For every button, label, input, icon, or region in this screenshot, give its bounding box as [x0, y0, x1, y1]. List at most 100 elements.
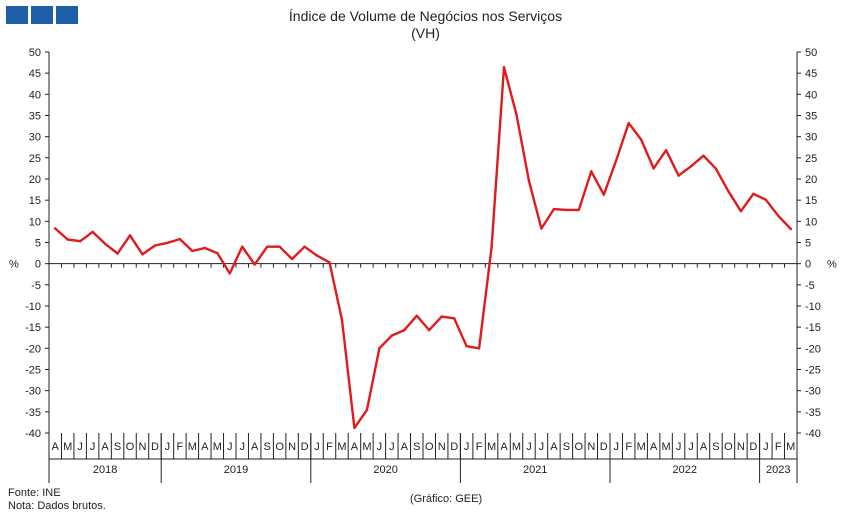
month-label: N	[737, 441, 745, 453]
month-label: A	[52, 441, 60, 453]
data-point	[689, 165, 693, 168]
chart-title: Índice de Volume de Negócios nos Serviço…	[288, 8, 563, 24]
y-tick-label-right: 30	[805, 132, 817, 144]
data-point	[166, 241, 169, 245]
month-label: F	[625, 441, 632, 453]
y-tick-label-left: 10	[29, 216, 41, 228]
data-point	[602, 193, 605, 196]
y-tick-label-right: 45	[805, 68, 817, 80]
y-axis-label-right: %	[827, 259, 837, 271]
y-tick-label-right: -30	[805, 386, 821, 398]
month-label: S	[114, 441, 121, 453]
y-tick-label-right: -40	[805, 428, 821, 440]
data-point	[764, 198, 768, 201]
month-label: O	[275, 441, 284, 453]
data-point	[241, 245, 244, 248]
data-point	[565, 208, 568, 212]
month-label: J	[377, 441, 383, 453]
year-label: 2019	[224, 464, 248, 476]
source-note: Fonte: INE	[8, 487, 61, 499]
y-tick-label-left: -30	[25, 386, 41, 398]
data-point	[91, 230, 94, 234]
y-tick-label-left: -15	[25, 322, 41, 334]
month-label: A	[650, 441, 658, 453]
month-label: F	[177, 441, 184, 453]
y-tick-label-left: 0	[35, 259, 41, 271]
y-tick-label-right: 35	[805, 111, 817, 123]
month-label: N	[587, 441, 595, 453]
data-point	[639, 138, 643, 141]
data-point	[664, 149, 668, 152]
data-point	[403, 328, 406, 332]
month-label: M	[63, 441, 72, 453]
month-label: S	[712, 441, 719, 453]
y-axis-label-left: %	[9, 259, 19, 271]
month-label: D	[301, 441, 309, 453]
y-tick-label-right: 10	[805, 216, 817, 228]
data-point	[128, 234, 132, 237]
month-label: O	[425, 441, 434, 453]
y-tick-label-left: 5	[35, 238, 41, 250]
data-point	[652, 167, 655, 170]
data-point	[527, 179, 531, 183]
y-tick-label-right: -5	[805, 280, 815, 292]
month-label: J	[526, 441, 532, 453]
y-tick-label-left: 50	[29, 47, 41, 59]
month-label: N	[139, 441, 147, 453]
data-point	[265, 245, 269, 248]
month-label: J	[539, 441, 545, 453]
month-label: M	[786, 441, 795, 453]
month-label: J	[688, 441, 694, 453]
data-point	[627, 121, 630, 125]
month-label: D	[450, 441, 458, 453]
month-label: J	[464, 441, 470, 453]
month-label: J	[239, 441, 245, 453]
data-point	[216, 251, 219, 255]
data-point	[702, 154, 705, 157]
data-point	[502, 66, 506, 69]
data-point	[540, 227, 543, 230]
data-point	[78, 240, 82, 243]
y-tick-label-right: 25	[805, 153, 817, 165]
data-point	[153, 244, 157, 247]
year-label: 2022	[673, 464, 697, 476]
data-point	[714, 167, 718, 171]
month-label: A	[550, 441, 558, 453]
data-point	[515, 113, 518, 116]
month-label: J	[165, 441, 171, 453]
logo	[6, 6, 78, 24]
data-point	[477, 347, 481, 350]
month-label: M	[662, 441, 671, 453]
month-label: J	[227, 441, 233, 453]
data-point	[590, 170, 593, 173]
month-label: S	[413, 441, 420, 453]
y-tick-label-right: -15	[805, 322, 821, 334]
data-point	[789, 227, 792, 231]
month-label: M	[487, 441, 496, 453]
month-label: A	[351, 441, 359, 453]
y-tick-label-right: 50	[805, 47, 817, 59]
data-point	[315, 254, 319, 257]
logo-block-1	[6, 6, 28, 24]
chart-subtitle: (VH)	[411, 25, 440, 41]
data-point	[440, 315, 443, 318]
data-point	[577, 208, 581, 212]
data-point	[752, 192, 755, 196]
data-point	[353, 426, 356, 430]
month-label: S	[563, 441, 570, 453]
data-point	[203, 246, 207, 250]
month-label: M	[512, 441, 521, 453]
y-tick-label-left: -5	[31, 280, 41, 292]
y-tick-label-right: -25	[805, 365, 821, 377]
month-label: A	[251, 441, 259, 453]
data-point	[428, 328, 431, 332]
month-label: O	[126, 441, 135, 453]
month-label: M	[337, 441, 346, 453]
month-label: J	[90, 441, 96, 453]
data-point	[415, 314, 418, 317]
year-label: 2023	[766, 464, 790, 476]
data-point	[365, 408, 369, 412]
data-point	[739, 209, 743, 213]
month-label: F	[476, 441, 483, 453]
month-label: N	[288, 441, 296, 453]
